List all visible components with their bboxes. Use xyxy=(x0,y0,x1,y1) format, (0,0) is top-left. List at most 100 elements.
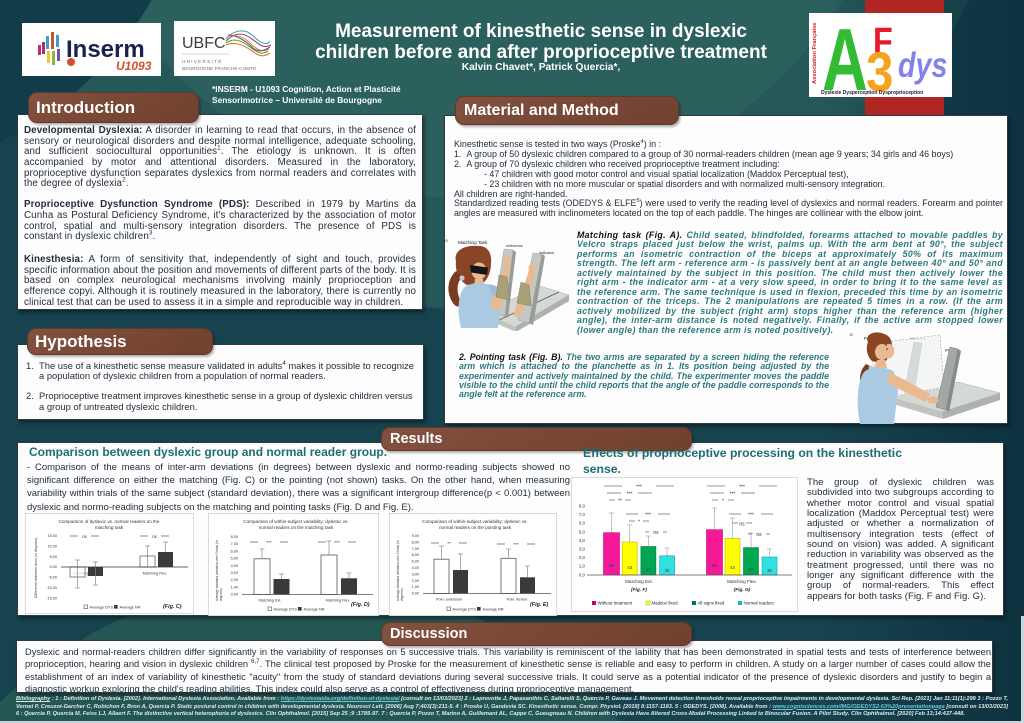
svg-text:1,00: 1,00 xyxy=(231,585,238,589)
svg-text:***: *** xyxy=(627,492,633,498)
svg-text:Matching Flex.: Matching Flex. xyxy=(143,572,168,576)
svg-text:0,00: 0,00 xyxy=(412,592,419,596)
svg-text:50: 50 xyxy=(609,563,614,568)
svg-text:***: *** xyxy=(645,513,651,519)
svg-text:Average standard deviation ove: Average standard deviation over 5 trials… xyxy=(215,540,219,601)
svg-text:43: 43 xyxy=(730,565,735,570)
svg-text:27: 27 xyxy=(749,567,754,572)
svg-text:Normal readers: Normal readers xyxy=(744,601,775,606)
svg-text:(Fig. F): (Fig. F) xyxy=(631,587,647,593)
svg-text:degrees): degrees) xyxy=(219,588,223,601)
svg-text:10,00: 10,00 xyxy=(47,544,57,548)
svg-text:***: *** xyxy=(636,485,642,491)
svg-text:5,0: 5,0 xyxy=(579,529,586,534)
svg-text:2,00: 2,00 xyxy=(231,578,238,582)
svg-text:6,00: 6,00 xyxy=(231,549,238,553)
svg-text:4,00: 4,00 xyxy=(231,564,238,568)
svg-text:Average DYS: Average DYS xyxy=(274,606,298,611)
svg-text:Average DYS: Average DYS xyxy=(90,604,114,609)
svg-text:5,00: 5,00 xyxy=(50,555,57,559)
svg-text:UNIVERSITÉ: UNIVERSITÉ xyxy=(182,58,223,64)
svg-text:(Fig. G): (Fig. G) xyxy=(734,587,751,593)
svg-text:5,00: 5,00 xyxy=(412,560,419,564)
svg-text:Maddox fixed: Maddox fixed xyxy=(652,601,679,606)
svg-text:normal readers on the pointing: normal readers on the pointing task xyxy=(439,525,512,530)
svg-text:A: A xyxy=(822,13,868,97)
svg-text:7,00: 7,00 xyxy=(231,542,238,546)
svg-text:***: *** xyxy=(266,540,272,545)
svg-text:degrees): degrees) xyxy=(400,588,404,601)
svg-text:Without treatment: Without treatment xyxy=(598,601,633,606)
svg-text:Association Française: Association Française xyxy=(812,22,818,84)
svg-text:All signs fixed: All signs fixed xyxy=(698,601,725,606)
svg-text:dys: dys xyxy=(898,45,947,84)
svg-text:(Fig. D): (Fig. D) xyxy=(351,602,370,608)
svg-text:matching task: matching task xyxy=(95,525,124,530)
svg-text:6,00: 6,00 xyxy=(412,553,419,557)
svg-text:indicator: indicator xyxy=(539,250,555,255)
svg-text:8,0: 8,0 xyxy=(579,504,586,509)
svg-text:A: A xyxy=(445,238,448,243)
svg-text:***: *** xyxy=(730,492,736,498)
svg-text:UBFC: UBFC xyxy=(182,35,226,52)
svg-text:Average NR: Average NR xyxy=(304,606,325,611)
svg-text:F: F xyxy=(873,21,893,63)
svg-text:3,0: 3,0 xyxy=(579,547,586,552)
svg-text:ns: ns xyxy=(82,534,86,539)
svg-text:0,00: 0,00 xyxy=(231,593,238,597)
svg-text:1,00: 1,00 xyxy=(412,585,419,589)
svg-text:30: 30 xyxy=(767,568,772,573)
svg-text:***: *** xyxy=(739,485,745,491)
svg-text:Average DYS: Average DYS xyxy=(453,606,477,611)
svg-text:***: *** xyxy=(513,542,519,547)
svg-text:Comparison of dyslexic vs. nor: Comparison of dyslexic vs. normal reader… xyxy=(59,519,160,524)
svg-text:Average NR: Average NR xyxy=(120,604,141,609)
svg-text:9,00: 9,00 xyxy=(412,534,419,538)
svg-text:43: 43 xyxy=(627,565,632,570)
svg-text:**: ** xyxy=(618,499,622,505)
svg-text:30: 30 xyxy=(665,568,670,573)
svg-text:reference: reference xyxy=(506,243,524,248)
svg-text:Comparison of within-subject v: Comparison of within-subject variability… xyxy=(243,519,348,524)
svg-text:0,00: 0,00 xyxy=(50,565,57,569)
svg-text:U1093: U1093 xyxy=(116,59,152,73)
svg-text:ns: ns xyxy=(152,534,156,539)
svg-text:Average NR: Average NR xyxy=(483,606,504,611)
svg-text:*: * xyxy=(638,520,640,526)
svg-text:4,0: 4,0 xyxy=(579,538,586,543)
svg-text:7,00: 7,00 xyxy=(412,547,419,551)
svg-text:BOURGOGNE FRANCHE-COMTÉ: BOURGOGNE FRANCHE-COMTÉ xyxy=(182,65,256,71)
svg-text:50: 50 xyxy=(712,563,717,568)
svg-text:***: *** xyxy=(748,513,754,519)
svg-text:-5,00: -5,00 xyxy=(48,576,57,580)
svg-text:ns: ns xyxy=(756,532,762,538)
svg-text:Matching Ext.: Matching Ext. xyxy=(625,579,653,584)
svg-text:8,00: 8,00 xyxy=(231,535,238,539)
svg-text:1,0: 1,0 xyxy=(579,564,586,569)
svg-text:0,0: 0,0 xyxy=(579,572,586,577)
svg-text:3,00: 3,00 xyxy=(412,572,419,576)
svg-text:*: * xyxy=(722,499,724,505)
svg-text:15,00: 15,00 xyxy=(47,534,57,538)
svg-text:Poin. flexion: Poin. flexion xyxy=(507,598,528,602)
svg-text:Matching Flex.: Matching Flex. xyxy=(326,599,351,603)
svg-text:Difference between arms (in de: Difference between arms (in degrees) xyxy=(34,538,38,598)
svg-text:***: *** xyxy=(334,540,340,545)
svg-text:Matching Ext.: Matching Ext. xyxy=(258,599,281,603)
svg-text:normal readers on the matching: normal readers on the matching task xyxy=(259,525,334,530)
svg-text:(Fig. E): (Fig. E) xyxy=(530,602,548,608)
svg-text:27: 27 xyxy=(646,567,651,572)
svg-text:5,00: 5,00 xyxy=(231,557,238,561)
svg-text:6,0: 6,0 xyxy=(579,521,586,526)
svg-text:(Fig. C): (Fig. C) xyxy=(163,604,182,610)
svg-text:3,00: 3,00 xyxy=(231,571,238,575)
svg-text:Dyslexie Dysperception Dyspr: Dyslexie Dysperception Dysproprioception xyxy=(821,90,923,96)
svg-text:-15,00: -15,00 xyxy=(46,596,57,600)
svg-text:ns: ns xyxy=(653,530,659,536)
svg-text:Average standard deviation ove: Average standard deviation over 5 trials… xyxy=(396,540,400,601)
svg-text:2,00: 2,00 xyxy=(412,579,419,583)
svg-text:Matching Task: Matching Task xyxy=(458,240,488,245)
svg-text:2,0: 2,0 xyxy=(579,555,586,560)
svg-text:ns: ns xyxy=(739,522,745,528)
svg-text:-10,00: -10,00 xyxy=(46,586,57,590)
